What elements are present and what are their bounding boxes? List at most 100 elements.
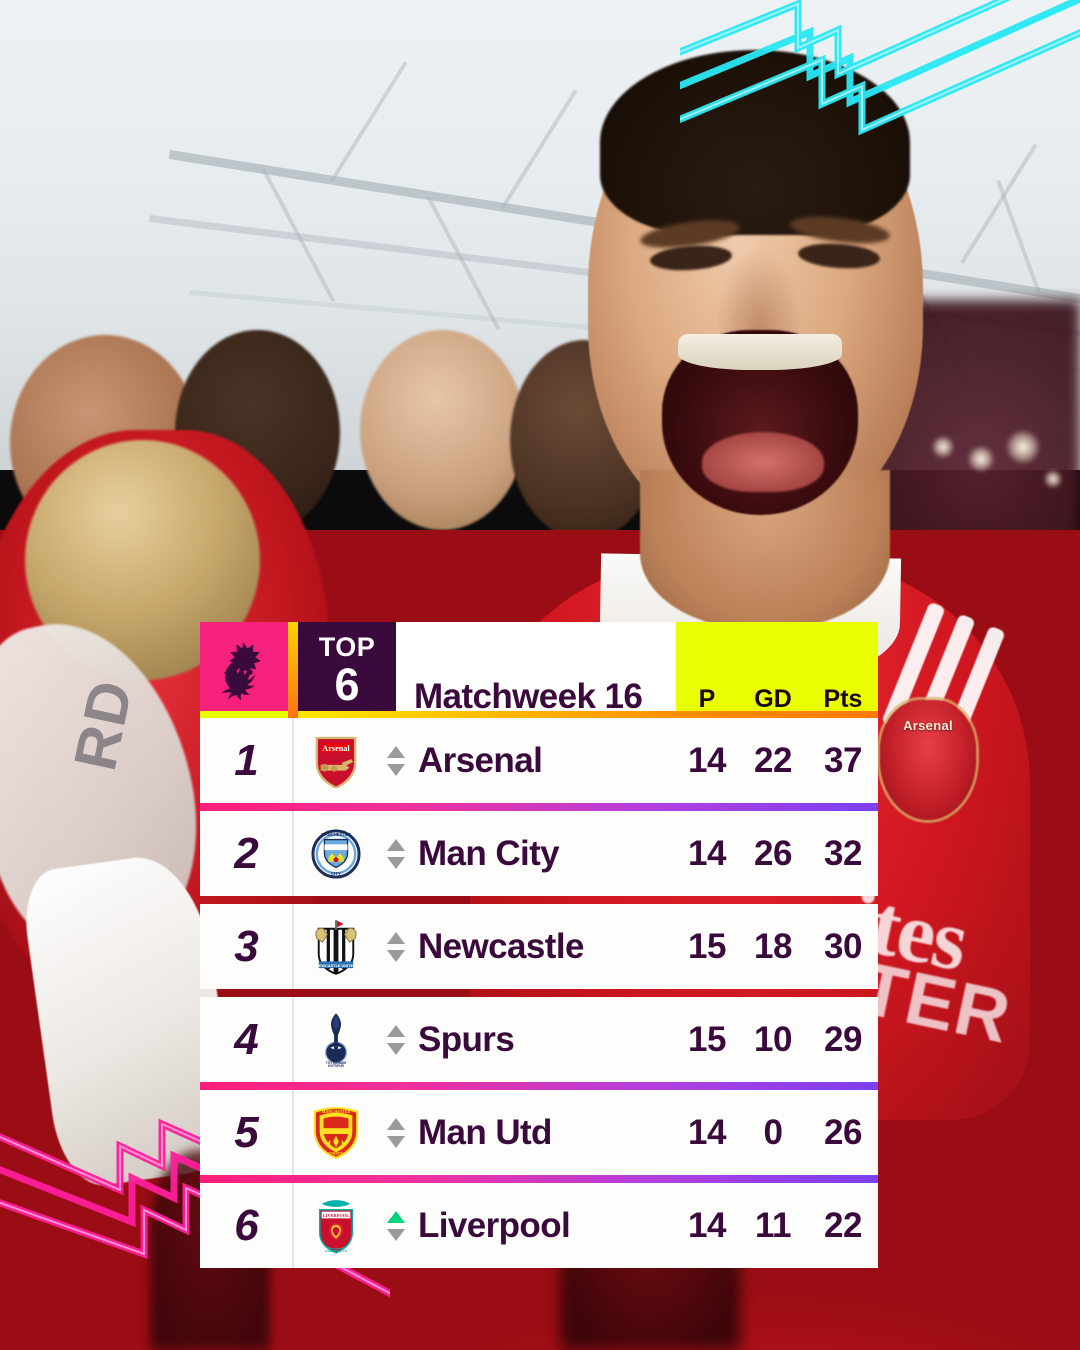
floodlight (1044, 470, 1062, 488)
row-stats: 15 18 30 (676, 929, 878, 964)
movement-arrows-icon (387, 745, 405, 776)
jersey-crest-text: Arsenal (903, 718, 953, 733)
spurs-badge-icon (317, 1011, 355, 1069)
club-name: Liverpool (418, 1206, 571, 1245)
club-badge-cell (294, 1198, 378, 1254)
row-stats: 14 11 22 (676, 1208, 878, 1243)
standings-header: TOP 6 Matchweek 16 P GD Pts (200, 622, 878, 718)
floodlight (1006, 430, 1040, 464)
liverpool-badge-icon (314, 1198, 358, 1254)
movement-arrows-icon (387, 1024, 405, 1055)
stat-played: 14 (688, 834, 726, 873)
row-stats: 14 22 37 (676, 743, 878, 778)
movement-indicator (378, 1116, 414, 1150)
position-number: 2 (234, 828, 258, 878)
table-row[interactable]: 3 Newcastle 15 18 30 (200, 904, 878, 989)
tongue (702, 432, 824, 492)
top-number: 6 (334, 658, 360, 710)
row-divider (200, 803, 878, 811)
column-divider (292, 718, 294, 803)
club-name: Man City (418, 834, 560, 873)
table-row[interactable]: 2 Man City 14 26 32 (200, 811, 878, 896)
row-stats: 14 0 26 (676, 1115, 878, 1150)
man-utd-badge-icon (311, 1107, 361, 1159)
standings-rows: 1 Arsenal 14 22 37 2 Man City 14 26 32 3 Newcastle 1… (200, 718, 878, 1268)
row-divider (200, 989, 878, 997)
position-number: 3 (234, 921, 258, 971)
floodlight (932, 436, 954, 458)
stat-played: 14 (688, 741, 726, 780)
stat-points: 26 (824, 1113, 862, 1152)
stat-goal-difference: 0 (763, 1113, 783, 1152)
main-player-hair (600, 50, 910, 235)
club-badge-cell (294, 919, 378, 975)
club-name: Spurs (418, 1020, 515, 1059)
movement-arrows-icon (387, 931, 405, 962)
newcastle-badge-icon (312, 919, 360, 975)
movement-arrows-icon (387, 1210, 405, 1241)
stat-played: 15 (688, 927, 726, 966)
table-row[interactable]: 1 Arsenal 14 22 37 (200, 718, 878, 803)
header-underline-left (200, 711, 288, 718)
stat-played: 14 (688, 1113, 726, 1152)
stat-goal-difference: 22 (754, 741, 792, 780)
stat-goal-difference: 26 (754, 834, 792, 873)
header-underline (298, 711, 878, 718)
table-row[interactable]: 5 Man Utd 14 0 26 (200, 1090, 878, 1175)
row-stats: 14 26 32 (676, 836, 878, 871)
stat-played: 15 (688, 1020, 726, 1059)
teeth (678, 334, 842, 370)
stat-points: 30 (824, 927, 862, 966)
row-divider (200, 1082, 878, 1090)
stat-points: 29 (824, 1020, 862, 1059)
stat-points: 37 (824, 741, 862, 780)
club-badge-cell (294, 734, 378, 788)
club-badge-cell (294, 1107, 378, 1159)
column-divider (292, 811, 294, 896)
movement-indicator (378, 837, 414, 871)
club-name: Man Utd (418, 1113, 552, 1152)
column-divider (292, 1090, 294, 1175)
club-name: Arsenal (418, 741, 543, 780)
table-row[interactable]: 4 Spurs 15 10 29 (200, 997, 878, 1082)
stat-goal-difference: 11 (755, 1206, 792, 1245)
stat-points: 32 (824, 834, 862, 873)
stat-goal-difference: 18 (754, 927, 792, 966)
position-number: 4 (234, 1014, 258, 1064)
movement-arrows-icon (387, 838, 405, 869)
stat-played: 14 (688, 1206, 726, 1245)
floodlight (968, 446, 994, 472)
stat-points: 22 (824, 1206, 862, 1245)
club-badge-cell (294, 829, 378, 879)
movement-arrows-icon (387, 1117, 405, 1148)
top-label: TOP (318, 631, 376, 662)
stat-goal-difference: 10 (754, 1020, 792, 1059)
table-row[interactable]: 6 Liverpool 14 11 22 (200, 1183, 878, 1268)
man-city-badge-icon (311, 829, 361, 879)
column-header-goal-difference: GD (754, 685, 792, 713)
row-divider (200, 1175, 878, 1183)
movement-indicator (378, 1209, 414, 1243)
jersey-crest-icon (880, 700, 976, 820)
movement-indicator (378, 744, 414, 778)
player-head (360, 330, 525, 530)
column-header-played: P (698, 685, 716, 713)
premier-league-logo (200, 622, 288, 718)
header-accent-bar (288, 622, 298, 718)
movement-indicator (378, 1023, 414, 1057)
position-number: 6 (234, 1200, 258, 1250)
position-number: 5 (234, 1107, 258, 1157)
column-header-points: Pts (823, 685, 863, 713)
standings-card: TOP 6 Matchweek 16 P GD Pts 1 Arsenal 14 22… (200, 622, 878, 1268)
page-title: Matchweek 16 (414, 677, 643, 716)
club-name: Newcastle (418, 927, 584, 966)
club-badge-cell (294, 1011, 378, 1069)
matchweek-title-area: Matchweek 16 (396, 622, 676, 718)
row-stats: 15 10 29 (676, 1022, 878, 1057)
stat-column-headers: P GD Pts (676, 622, 878, 718)
row-divider (200, 896, 878, 904)
column-divider (292, 997, 294, 1082)
arsenal-badge-icon (313, 734, 359, 788)
position-number: 1 (234, 735, 258, 785)
column-divider (292, 904, 294, 989)
